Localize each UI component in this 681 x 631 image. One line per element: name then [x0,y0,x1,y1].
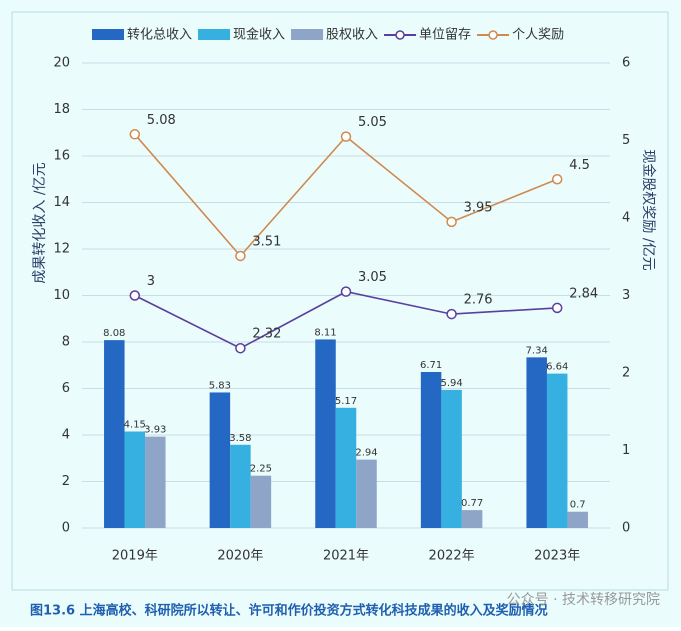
legend-label: 个人奖励 [512,28,564,43]
bar [104,340,125,528]
y-tick-label: 6 [62,381,70,396]
y-tick-label: 20 [53,56,70,71]
line-marker [446,308,457,320]
line-value-label: 2.32 [252,327,281,342]
y-tick-label: 18 [53,102,70,117]
y2-axis-label: 现金股权奖励 /亿元 [640,149,657,270]
y-tick-label: 8 [62,335,70,350]
line-value-label: 3.05 [358,270,387,285]
line-marker [551,174,563,185]
bar-value-label: 6.64 [546,362,568,373]
bar-value-label: 3.58 [229,433,251,444]
bar-value-label: 8.11 [314,327,336,338]
line-value-label: 5.08 [147,113,176,128]
y2-tick-label: 5 [622,133,630,148]
line-marker [129,290,141,301]
legend-label: 单位留存 [419,28,471,43]
y-tick-label: 10 [53,288,70,303]
bar [420,371,442,528]
line-marker [551,302,563,314]
bar [335,407,357,528]
x-tick-label: 2019年 [112,549,158,564]
bar-value-label: 2.25 [250,464,272,475]
y-axis-label: 成果转化收入 /亿元 [32,162,48,283]
bar [230,444,251,528]
x-tick-label: 2023年 [534,549,580,564]
legend-swatch [488,30,498,40]
bar-value-label: 5.17 [335,396,357,407]
y2-tick-label: 4 [622,211,630,226]
bar-value-label: 0.7 [570,500,586,511]
y2-tick-label: 6 [622,56,630,71]
y-tick-label: 0 [62,521,70,536]
line-marker [340,131,352,142]
bar [145,436,166,528]
line-value-label: 3.51 [252,234,281,249]
x-tick-label: 2020年 [217,549,263,564]
y2-tick-label: 1 [622,443,630,458]
bar-value-label: 2.94 [355,448,377,459]
line-value-label: 4.5 [569,158,590,173]
y-tick-label: 14 [53,195,70,210]
legend-label: 转化总收入 [127,28,192,43]
bar [209,392,231,528]
watermark: 公众号 · 技术转移研究院 [507,592,660,608]
bar [526,357,547,528]
y2-tick-label: 2 [622,366,630,381]
bar-value-label: 0.77 [461,498,483,509]
line-value-label: 2.84 [569,286,598,301]
bar-value-label: 3.93 [144,425,166,436]
line-value-label: 3 [147,274,155,289]
bar [250,475,272,528]
bar-value-label: 5.94 [440,378,462,389]
bar [546,373,568,528]
line-marker [129,129,141,140]
x-tick-label: 2021年 [323,549,369,564]
y-tick-label: 12 [53,242,70,257]
bar [356,459,377,528]
line-marker [446,216,457,228]
bar [461,510,483,528]
bar [315,339,336,528]
bar-value-label: 5.83 [209,380,231,391]
legend-swatch [395,30,405,40]
bar-value-label: 8.08 [103,328,125,339]
line-marker [235,250,246,262]
legend-swatch [291,29,324,40]
y2-tick-label: 0 [622,521,630,536]
legend-label: 现金收入 [233,27,285,43]
frame [11,11,669,591]
line-marker [235,342,246,354]
y-tick-label: 16 [53,149,70,164]
bar-value-label: 7.34 [526,345,548,356]
legend-swatch [92,29,124,40]
y2-tick-label: 3 [622,288,630,303]
bar [441,389,462,528]
bar [124,431,146,528]
bar-value-label: 6.71 [420,360,442,371]
line-value-label: 5.05 [358,115,387,130]
bar [567,511,588,528]
y-tick-label: 2 [62,474,70,489]
line-value-label: 2.76 [464,293,493,308]
legend-label: 股权收入 [326,27,378,43]
line-marker [340,286,352,297]
bar-value-label: 4.15 [124,420,146,431]
y-tick-label: 4 [62,428,70,443]
x-tick-label: 2022年 [429,549,475,564]
line-value-label: 3.95 [464,200,493,215]
caption: 图13.6 上海高校、科研院所以转让、许可和作价投资方式转化科技成果的收入及奖励… [30,603,548,619]
legend-swatch [198,29,231,40]
